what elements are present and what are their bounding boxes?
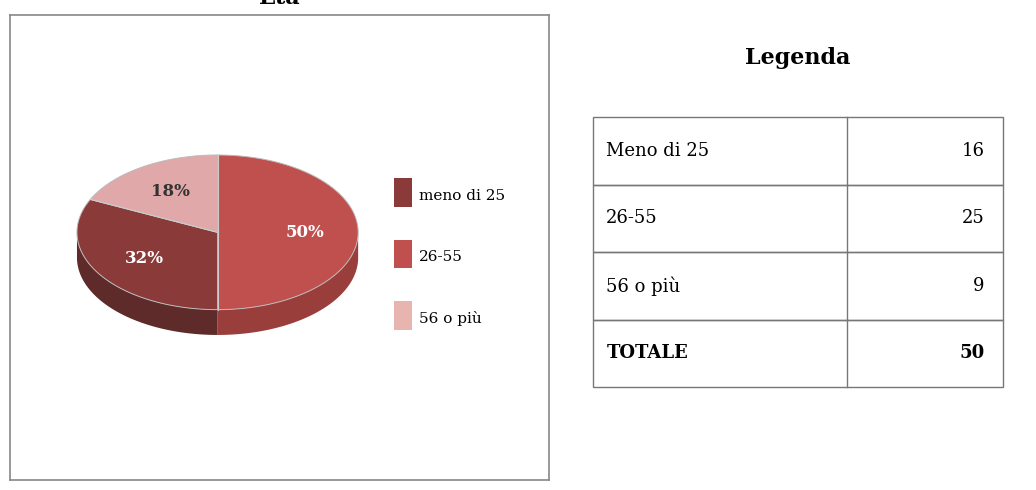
Text: Legenda: Legenda: [745, 47, 851, 69]
Bar: [394, 301, 412, 330]
Bar: [593, 185, 1003, 252]
Polygon shape: [218, 155, 358, 310]
Polygon shape: [77, 199, 218, 310]
Bar: [394, 240, 412, 269]
Polygon shape: [218, 231, 358, 335]
Text: Meno di 25: Meno di 25: [606, 142, 710, 160]
Bar: [394, 178, 412, 207]
Polygon shape: [90, 155, 218, 232]
Text: meno di 25: meno di 25: [419, 189, 505, 202]
Text: 26-55: 26-55: [606, 209, 658, 227]
Text: 16: 16: [961, 142, 984, 160]
Text: TOTALE: TOTALE: [606, 344, 688, 362]
Text: 9: 9: [973, 277, 984, 295]
Text: 26-55: 26-55: [419, 250, 462, 264]
Text: 25: 25: [961, 209, 984, 227]
Bar: [593, 319, 1003, 387]
Bar: [593, 252, 1003, 319]
Text: 32%: 32%: [124, 249, 164, 267]
Bar: [593, 117, 1003, 185]
Title: Età: Età: [259, 0, 300, 9]
Text: 56 o più: 56 o più: [606, 276, 681, 295]
Polygon shape: [77, 231, 218, 335]
Text: 18%: 18%: [151, 183, 191, 200]
Text: 56 o più: 56 o più: [419, 312, 482, 326]
Text: 50%: 50%: [285, 224, 324, 241]
Text: 50: 50: [959, 344, 984, 362]
